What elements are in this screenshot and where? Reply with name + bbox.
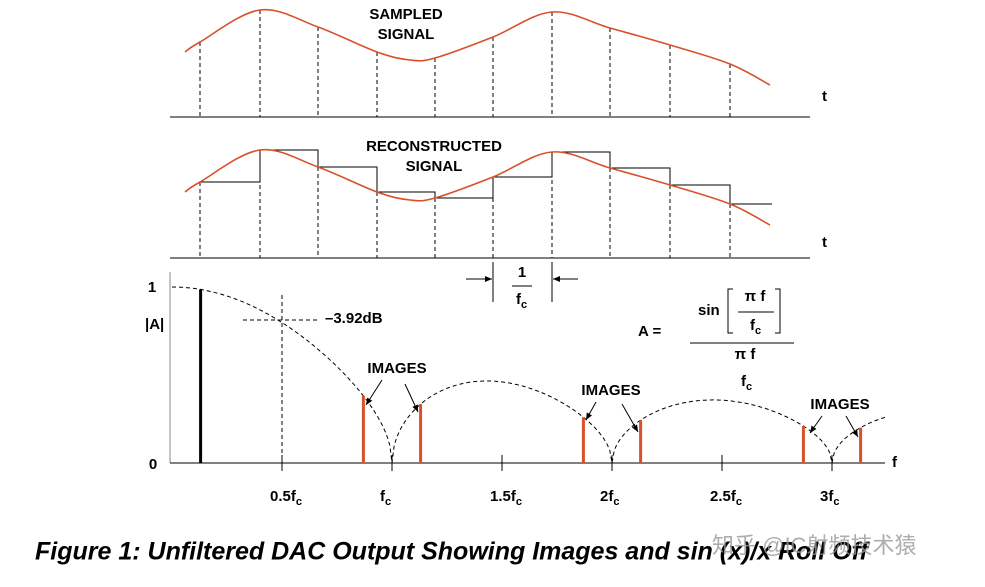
formula-lhs: A = (638, 323, 661, 340)
period-den: fc (516, 291, 527, 311)
annotation: –3.92dB (325, 310, 383, 327)
x-tick-label: 0.5fc (270, 488, 302, 508)
x-tick-label-main: 2f (600, 488, 614, 505)
formula-func: sin (698, 302, 720, 319)
x-tick-label: 2fc (600, 488, 619, 508)
x-tick-label-main: 1.5f (490, 488, 517, 505)
images-arrow (621, 403, 639, 433)
images-arrow (365, 379, 383, 406)
formula-den-bottom: fc (741, 373, 752, 393)
staircase (200, 149, 772, 205)
x-tick-label: 1.5fc (490, 488, 522, 508)
images-arrow (809, 415, 823, 434)
formula-num-bottom: fc (750, 317, 761, 337)
x-tick-label: fc (380, 488, 391, 508)
images-arrow (585, 401, 597, 421)
signal-curve (184, 148, 771, 226)
x-tick-label: 3fc (820, 488, 839, 508)
formula-den-top: π f (735, 346, 757, 363)
axis-label: t (822, 88, 827, 105)
caption: Figure 1: Unfiltered DAC Output Showing … (35, 538, 871, 566)
top-label: SAMPLED (369, 6, 443, 23)
x-tick-label-sub: c (516, 496, 522, 508)
x-tick-label-main: 2.5f (710, 488, 737, 505)
x-tick-label-main: f (380, 488, 386, 505)
x-tick-label-sub: c (385, 496, 391, 508)
period-num: 1 (518, 264, 526, 281)
images-arrow (845, 415, 859, 438)
images-label: IMAGES (810, 396, 869, 413)
x-tick-label-main: 0.5f (270, 488, 297, 505)
x-tick-label-sub: c (736, 496, 742, 508)
y-axis-label: |A| (145, 316, 164, 333)
sinc-envelope (172, 286, 888, 464)
x-tick-label-sub: c (296, 496, 302, 508)
signal-curve (184, 8, 771, 86)
top-label: SIGNAL (378, 26, 435, 43)
middle-label: SIGNAL (406, 158, 463, 175)
images-label: IMAGES (581, 382, 640, 399)
images-label: IMAGES (367, 360, 426, 377)
x-tick-label: 2.5fc (710, 488, 742, 508)
formula-lines (690, 288, 794, 344)
formula-num-top: π f (745, 288, 767, 305)
watermark: 知乎 @IC射频技术猿 (712, 533, 916, 558)
y-top: 1 (148, 279, 156, 296)
axis-label: t (822, 234, 827, 251)
x-tick-label-sub: c (833, 496, 839, 508)
x-tick-label-main: 3f (820, 488, 834, 505)
x-axis-label: f (892, 454, 898, 471)
images-arrow (404, 383, 419, 413)
middle-label: RECONSTRUCTED (366, 138, 502, 155)
x-tick-label-sub: c (613, 496, 619, 508)
y-bottom: 0 (149, 456, 157, 473)
